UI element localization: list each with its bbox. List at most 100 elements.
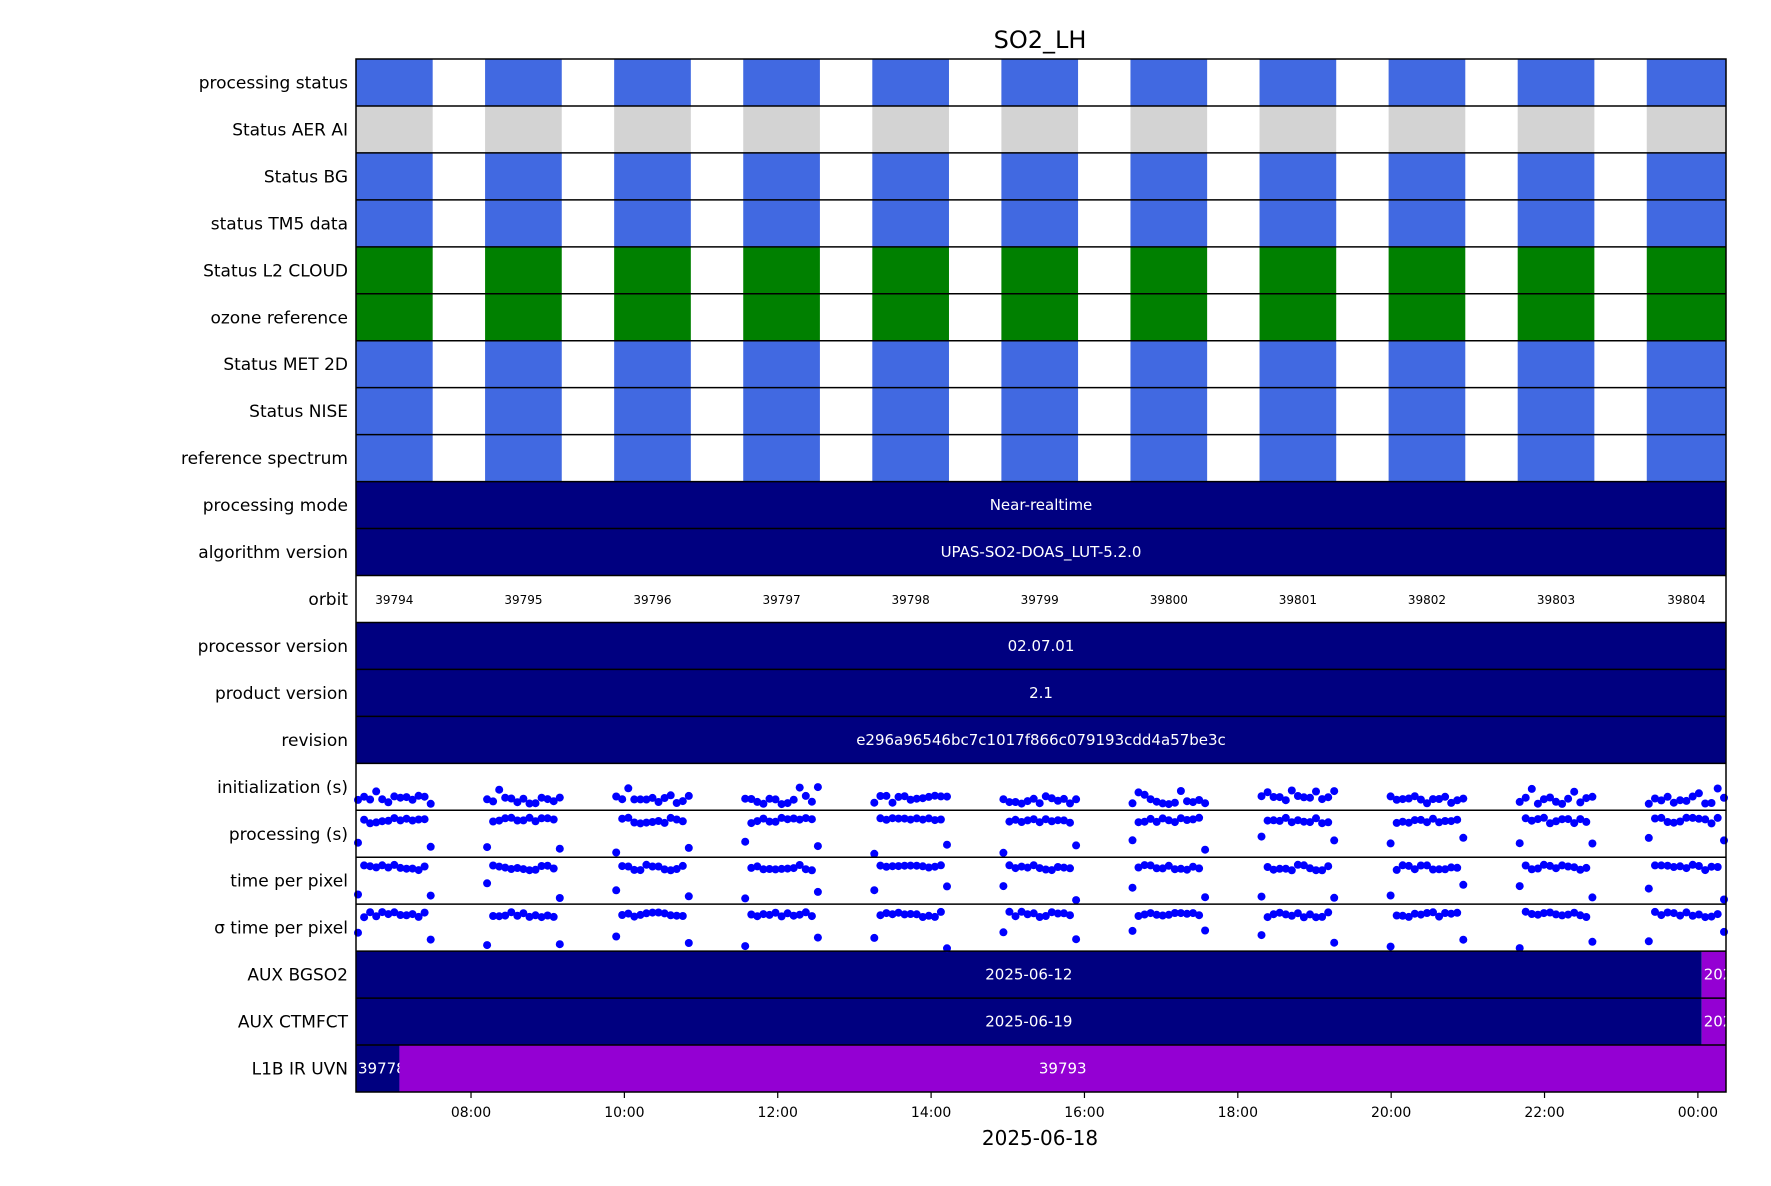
timing-point: [549, 815, 558, 824]
timing-point: [1293, 860, 1302, 869]
timing-point: [390, 792, 399, 801]
timing-point: [1183, 909, 1191, 918]
timing-point: [1521, 861, 1530, 870]
timing-point: [1140, 790, 1149, 799]
timing-point: [1546, 861, 1554, 870]
timing-point: [1330, 893, 1339, 902]
orbit-number: 39796: [633, 593, 671, 607]
timing-point: [624, 862, 633, 871]
timing-point: [525, 912, 534, 921]
timing-point: [1404, 794, 1413, 803]
timing-point: [777, 813, 786, 822]
timing-point: [1189, 815, 1197, 824]
timing-point: [801, 814, 810, 823]
orbit-number: 39804: [1667, 593, 1705, 607]
timing-point: [1269, 910, 1278, 919]
timing-point: [1404, 818, 1413, 827]
timing-point: [1416, 795, 1425, 804]
timing-point: [1281, 813, 1290, 822]
timing-point: [900, 814, 909, 823]
timing-point: [1176, 787, 1185, 795]
status-block: [1259, 152, 1337, 200]
timing-point: [1035, 913, 1044, 921]
timing-point: [882, 815, 891, 824]
timing-point: [783, 909, 792, 918]
status-block: [872, 246, 949, 294]
timing-point: [1441, 865, 1450, 874]
timing-point: [684, 791, 693, 800]
timing-point: [1053, 909, 1062, 918]
timing-point: [660, 818, 669, 827]
timing-point: [924, 911, 933, 920]
timing-point: [1386, 792, 1395, 801]
status-block: [1517, 152, 1595, 200]
timing-point: [513, 911, 522, 920]
timing-point: [1275, 793, 1284, 802]
timing-point: [384, 863, 393, 872]
timing-point: [777, 864, 786, 873]
timing-point: [943, 792, 951, 801]
status-block: [1259, 340, 1337, 388]
status-block: [1388, 199, 1466, 247]
timing-point: [636, 819, 645, 828]
status-block: [743, 105, 820, 153]
timing-point: [1720, 836, 1728, 845]
row-label: processing status: [199, 73, 348, 93]
aux-segment: [1701, 998, 1726, 1046]
timing-point: [1676, 817, 1685, 826]
timing-point: [1669, 798, 1678, 807]
timing-point: [1287, 866, 1296, 875]
status-block: [1517, 434, 1595, 482]
timing-point: [1128, 883, 1137, 892]
timing-point: [1459, 833, 1468, 842]
timing-point: [630, 865, 639, 874]
row-label: status TM5 data: [211, 214, 348, 234]
timing-point: [930, 791, 939, 800]
timing-point: [1152, 910, 1161, 919]
timing-point: [1558, 799, 1567, 808]
timing-point: [1201, 893, 1210, 902]
timing-point: [1318, 819, 1327, 828]
value-bar: [356, 669, 1726, 717]
status-block: [485, 293, 562, 341]
timing-point: [420, 815, 429, 824]
timing-point: [759, 910, 768, 919]
plot-frame: [355, 58, 1727, 1093]
status-block: [1130, 59, 1208, 106]
timing-point: [936, 907, 945, 916]
timing-point: [1720, 895, 1728, 904]
row-label: Status BG: [264, 167, 348, 187]
timing-point: [612, 886, 621, 895]
timing-point: [771, 795, 780, 804]
timing-point: [684, 939, 693, 947]
timing-point: [624, 909, 633, 918]
timing-point: [555, 844, 564, 853]
timing-point: [1134, 818, 1143, 827]
timing-point: [378, 861, 387, 870]
status-block: [872, 387, 949, 435]
timing-point: [1140, 861, 1149, 870]
timing-point: [372, 912, 381, 921]
timing-point: [1429, 865, 1437, 874]
timing-point: [1515, 944, 1524, 953]
timing-point: [1195, 796, 1204, 804]
timing-point: [1558, 861, 1567, 870]
timing-point: [795, 861, 804, 869]
timing-point: [1527, 784, 1536, 793]
timing-point: [1521, 814, 1530, 823]
row-label: σ time per pixel: [214, 919, 348, 939]
timing-point: [630, 912, 639, 921]
timing-point: [894, 792, 903, 801]
timing-point: [1047, 794, 1056, 803]
timing-point: [999, 928, 1008, 937]
row-label: Status L2 CLOUD: [203, 261, 348, 281]
timing-point: [1694, 814, 1703, 823]
timing-point: [1324, 818, 1333, 827]
status-block: [1001, 246, 1079, 294]
timing-point: [354, 890, 362, 899]
status-block: [743, 246, 820, 294]
timing-point: [1158, 864, 1167, 873]
status-block: [743, 199, 820, 247]
timing-point: [1195, 813, 1204, 822]
timing-point: [618, 862, 627, 871]
